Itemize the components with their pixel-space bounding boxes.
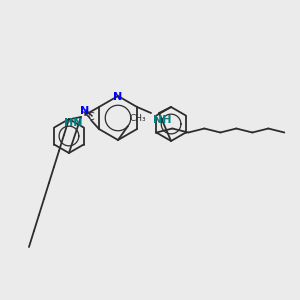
Text: CH₃: CH₃ — [130, 114, 147, 123]
Text: HN: HN — [64, 118, 83, 128]
Text: C: C — [88, 112, 94, 122]
Text: N: N — [80, 106, 90, 116]
Text: NH: NH — [153, 115, 172, 125]
Text: N: N — [113, 92, 123, 102]
